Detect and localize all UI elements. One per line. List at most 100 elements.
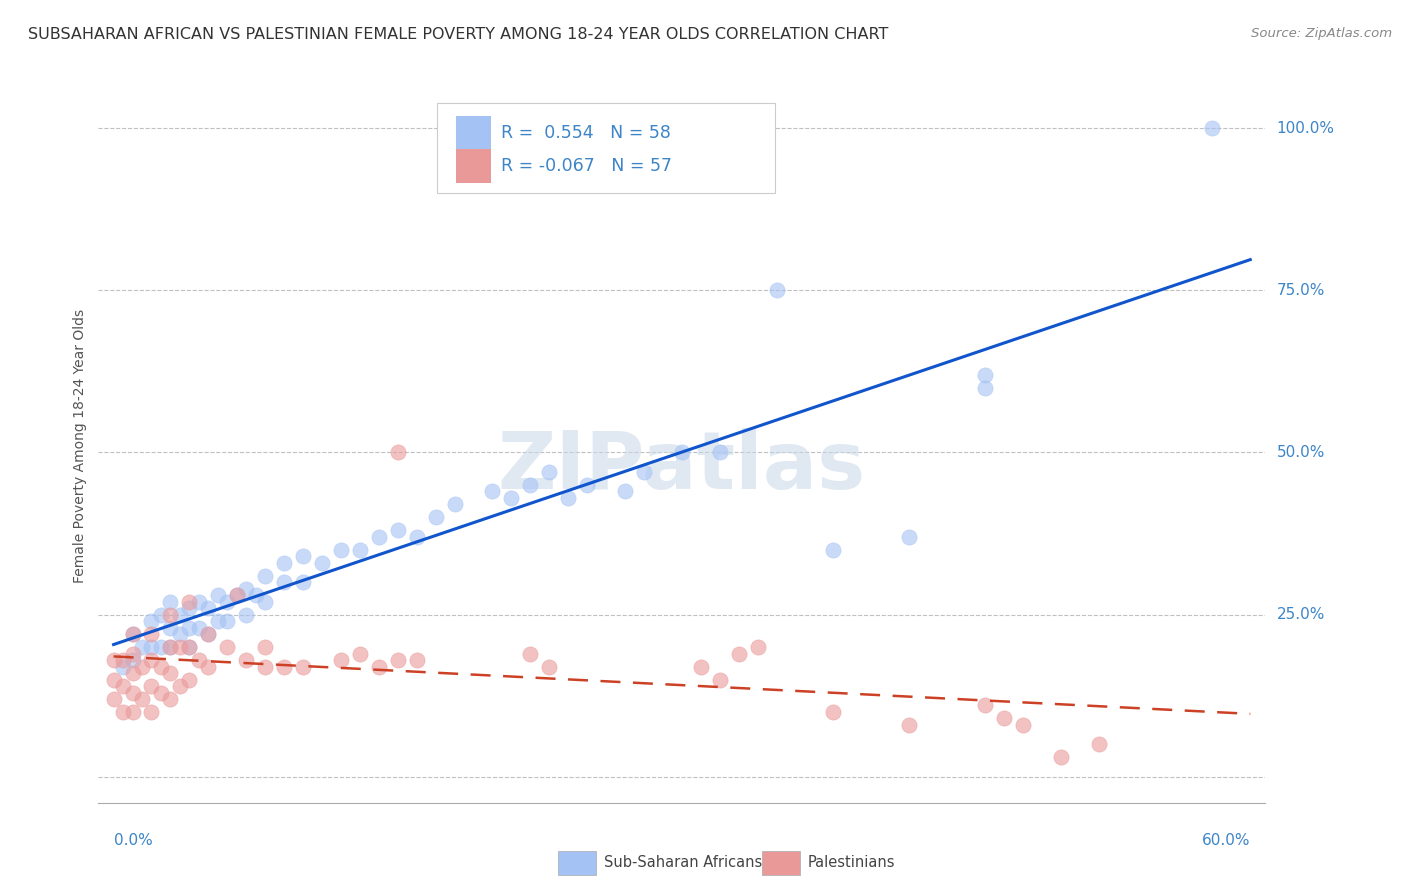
Point	[217, 614, 239, 628]
Point	[519, 478, 541, 492]
Text: ZIPatlas: ZIPatlas	[498, 428, 866, 507]
Text: 100.0%: 100.0%	[1277, 120, 1334, 136]
Point	[235, 582, 257, 596]
Point	[329, 653, 352, 667]
Point	[141, 627, 163, 641]
Point	[112, 659, 135, 673]
Point	[329, 542, 352, 557]
Text: 60.0%: 60.0%	[1202, 833, 1250, 848]
Point	[727, 647, 749, 661]
Point	[235, 653, 257, 667]
Point	[538, 465, 561, 479]
Point	[197, 601, 219, 615]
Point	[765, 283, 787, 297]
Point	[747, 640, 769, 654]
Text: Palestinians: Palestinians	[808, 855, 896, 870]
Point	[405, 530, 427, 544]
Point	[1049, 750, 1071, 764]
Text: R =  0.554   N = 58: R = 0.554 N = 58	[501, 124, 671, 142]
Point	[159, 607, 181, 622]
Point	[159, 692, 181, 706]
Point	[149, 685, 172, 699]
Point	[254, 640, 277, 654]
Point	[292, 659, 315, 673]
Text: 0.0%: 0.0%	[114, 833, 152, 848]
Point	[689, 659, 711, 673]
Text: R = -0.067   N = 57: R = -0.067 N = 57	[501, 157, 672, 175]
Point	[974, 368, 997, 382]
Point	[169, 607, 191, 622]
Point	[159, 666, 181, 681]
Point	[159, 640, 181, 654]
Point	[141, 640, 163, 654]
Point	[387, 524, 409, 538]
Point	[131, 692, 153, 706]
Point	[131, 640, 153, 654]
Point	[898, 718, 921, 732]
FancyBboxPatch shape	[762, 851, 800, 875]
Point	[245, 588, 267, 602]
Point	[179, 640, 201, 654]
Point	[179, 621, 201, 635]
Point	[709, 673, 731, 687]
Point	[519, 647, 541, 661]
Point	[103, 673, 125, 687]
Point	[557, 491, 579, 505]
Point	[225, 588, 247, 602]
Point	[197, 659, 219, 673]
Point	[633, 465, 655, 479]
Point	[1087, 738, 1109, 752]
Text: SUBSAHARAN AFRICAN VS PALESTINIAN FEMALE POVERTY AMONG 18-24 YEAR OLDS CORRELATI: SUBSAHARAN AFRICAN VS PALESTINIAN FEMALE…	[28, 27, 889, 42]
Point	[481, 484, 503, 499]
Point	[121, 685, 143, 699]
Point	[225, 588, 247, 602]
Point	[273, 659, 295, 673]
Point	[273, 556, 295, 570]
Point	[217, 595, 239, 609]
Point	[254, 568, 277, 582]
Point	[131, 659, 153, 673]
Point	[1201, 121, 1223, 136]
Point	[187, 653, 209, 667]
Point	[169, 627, 191, 641]
Point	[993, 711, 1015, 725]
Point	[141, 705, 163, 719]
Point	[169, 640, 191, 654]
Point	[823, 542, 845, 557]
Point	[898, 530, 921, 544]
Point	[112, 653, 135, 667]
Point	[141, 653, 163, 667]
Text: 75.0%: 75.0%	[1277, 283, 1324, 298]
Point	[179, 673, 201, 687]
Point	[367, 659, 389, 673]
Point	[187, 621, 209, 635]
Point	[974, 698, 997, 713]
Point	[576, 478, 599, 492]
Text: Sub-Saharan Africans: Sub-Saharan Africans	[603, 855, 762, 870]
Point	[254, 659, 277, 673]
Point	[197, 627, 219, 641]
Point	[254, 595, 277, 609]
Point	[387, 653, 409, 667]
Point	[179, 640, 201, 654]
Point	[187, 595, 209, 609]
Point	[121, 666, 143, 681]
FancyBboxPatch shape	[456, 149, 491, 183]
Point	[367, 530, 389, 544]
Point	[121, 705, 143, 719]
Point	[823, 705, 845, 719]
Point	[614, 484, 637, 499]
Point	[538, 659, 561, 673]
Point	[159, 640, 181, 654]
Point	[141, 614, 163, 628]
Point	[387, 445, 409, 459]
Point	[141, 679, 163, 693]
Y-axis label: Female Poverty Among 18-24 Year Olds: Female Poverty Among 18-24 Year Olds	[73, 309, 87, 583]
Point	[103, 692, 125, 706]
Point	[671, 445, 693, 459]
Point	[112, 705, 135, 719]
Point	[179, 601, 201, 615]
Text: 50.0%: 50.0%	[1277, 445, 1324, 460]
Point	[235, 607, 257, 622]
Point	[349, 647, 371, 661]
